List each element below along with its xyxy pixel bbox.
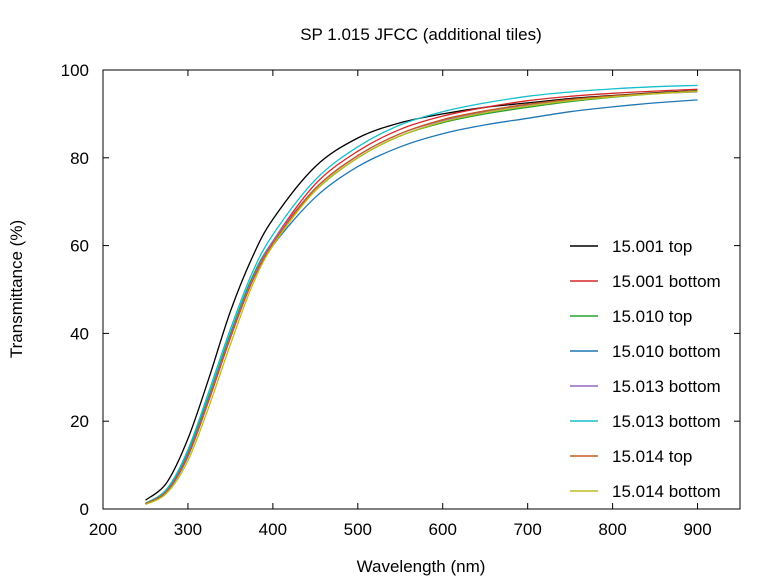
x-tick-label: 200 bbox=[89, 520, 117, 539]
y-tick-label: 60 bbox=[70, 237, 89, 256]
x-tick-label: 800 bbox=[598, 520, 626, 539]
legend-label: 15.014 top bbox=[612, 447, 692, 466]
legend-label: 15.013 bottom bbox=[612, 412, 721, 431]
series-layer bbox=[145, 84, 698, 506]
series-line-3 bbox=[145, 89, 698, 504]
x-tick-label: 900 bbox=[683, 520, 711, 539]
x-axis-label: Wavelength (nm) bbox=[357, 557, 486, 576]
y-tick-label: 20 bbox=[70, 412, 89, 431]
series-line-5 bbox=[145, 91, 698, 505]
axes: 200 300 400 500 600 700 800 900 0 20 40 60 80 100 bbox=[61, 61, 741, 539]
x-tick-label: 500 bbox=[344, 520, 372, 539]
x-tick-label: 400 bbox=[259, 520, 287, 539]
legend-label: 15.014 bottom bbox=[612, 482, 721, 501]
x-tick-label: 700 bbox=[513, 520, 541, 539]
series-line-4 bbox=[145, 99, 698, 505]
plot-frame bbox=[102, 69, 741, 510]
legend-label: 15.013 bottom bbox=[612, 377, 721, 396]
y-tick-label: 0 bbox=[80, 500, 89, 519]
series-line-6 bbox=[145, 84, 698, 504]
series-line-8 bbox=[145, 90, 698, 506]
legend-label: 15.010 top bbox=[612, 307, 692, 326]
y-tick-label: 80 bbox=[70, 149, 89, 168]
x-tick-label: 300 bbox=[174, 520, 202, 539]
chart-title: SP 1.015 JFCC (additional tiles) bbox=[300, 25, 542, 44]
y-tick-label: 40 bbox=[70, 324, 89, 343]
series-line-1 bbox=[145, 89, 698, 501]
series-line-2 bbox=[145, 88, 698, 505]
legend-label: 15.010 bottom bbox=[612, 342, 721, 361]
x-tick-label: 600 bbox=[429, 520, 457, 539]
y-axis-label: Transmittance (%) bbox=[7, 220, 26, 358]
series-line-7 bbox=[145, 90, 698, 505]
legend: 15.001 top 15.001 bottom 15.010 top 15.010 … bbox=[570, 237, 721, 501]
legend-label: 15.001 top bbox=[612, 237, 692, 256]
y-tick-label: 100 bbox=[61, 61, 89, 80]
legend-label: 15.001 bottom bbox=[612, 272, 721, 291]
